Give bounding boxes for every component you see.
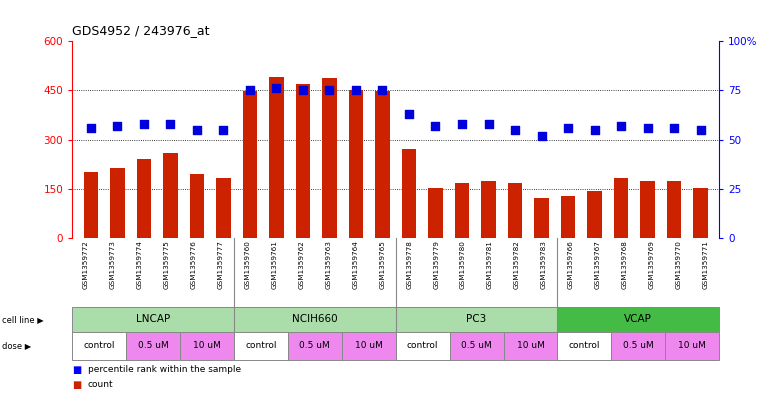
Point: [164, 121, 177, 127]
Text: GSM1359771: GSM1359771: [702, 240, 708, 288]
Text: ■: ■: [72, 380, 81, 389]
Point: [323, 87, 336, 94]
Bar: [295, 84, 310, 238]
Text: 10 uM: 10 uM: [678, 342, 706, 350]
Bar: [84, 172, 98, 238]
Text: LNCAP: LNCAP: [136, 314, 170, 324]
Text: GSM1359775: GSM1359775: [164, 240, 170, 288]
Bar: [640, 182, 655, 238]
Text: 0.5 uM: 0.5 uM: [461, 342, 492, 350]
Bar: [402, 149, 416, 238]
Text: GDS4952 / 243976_at: GDS4952 / 243976_at: [72, 24, 210, 37]
Bar: [534, 198, 549, 238]
Bar: [455, 183, 470, 238]
Text: GSM1359761: GSM1359761: [272, 240, 278, 288]
Bar: [243, 91, 257, 238]
Point: [297, 87, 309, 94]
Text: GSM1359763: GSM1359763: [326, 240, 331, 288]
Text: 0.5 uM: 0.5 uM: [300, 342, 330, 350]
Text: percentile rank within the sample: percentile rank within the sample: [88, 365, 240, 375]
Point: [695, 127, 707, 133]
Text: cell line ▶: cell line ▶: [2, 315, 43, 324]
Point: [615, 123, 627, 129]
Text: GSM1359780: GSM1359780: [460, 240, 466, 288]
Text: GSM1359766: GSM1359766: [568, 240, 574, 288]
Bar: [216, 178, 231, 238]
Text: VCAP: VCAP: [624, 314, 652, 324]
Text: GSM1359778: GSM1359778: [406, 240, 412, 288]
Text: GSM1359777: GSM1359777: [218, 240, 224, 288]
Bar: [587, 191, 602, 238]
Point: [111, 123, 123, 129]
Point: [536, 132, 548, 139]
Text: 10 uM: 10 uM: [355, 342, 383, 350]
Text: ■: ■: [72, 365, 81, 375]
Point: [350, 87, 362, 94]
Point: [244, 87, 256, 94]
Text: dose ▶: dose ▶: [2, 342, 30, 350]
Text: control: control: [84, 342, 115, 350]
Point: [482, 121, 495, 127]
Text: GSM1359782: GSM1359782: [514, 240, 520, 288]
Bar: [136, 158, 151, 238]
Bar: [269, 77, 284, 238]
Bar: [561, 196, 575, 238]
Bar: [189, 174, 204, 238]
Point: [138, 121, 150, 127]
Bar: [693, 188, 708, 238]
Text: GSM1359772: GSM1359772: [83, 240, 89, 288]
Bar: [322, 78, 336, 238]
Text: GSM1359779: GSM1359779: [433, 240, 439, 288]
Text: count: count: [88, 380, 113, 389]
Bar: [428, 188, 443, 238]
Point: [84, 125, 97, 131]
Text: GSM1359764: GSM1359764: [352, 240, 358, 288]
Point: [456, 121, 468, 127]
Text: GSM1359770: GSM1359770: [676, 240, 682, 288]
Bar: [614, 178, 629, 238]
Point: [429, 123, 441, 129]
Point: [403, 111, 415, 117]
Text: control: control: [407, 342, 438, 350]
Text: GSM1359765: GSM1359765: [379, 240, 385, 288]
Text: GSM1359768: GSM1359768: [622, 240, 628, 288]
Point: [642, 125, 654, 131]
Text: GSM1359783: GSM1359783: [541, 240, 547, 288]
Text: GSM1359773: GSM1359773: [110, 240, 116, 288]
Text: GSM1359776: GSM1359776: [190, 240, 196, 288]
Text: control: control: [245, 342, 277, 350]
Text: 10 uM: 10 uM: [517, 342, 544, 350]
Text: GSM1359762: GSM1359762: [298, 240, 304, 288]
Point: [588, 127, 600, 133]
Point: [509, 127, 521, 133]
Text: GSM1359760: GSM1359760: [244, 240, 250, 288]
Text: 0.5 uM: 0.5 uM: [623, 342, 654, 350]
Text: 0.5 uM: 0.5 uM: [138, 342, 168, 350]
Text: GSM1359769: GSM1359769: [649, 240, 654, 288]
Point: [668, 125, 680, 131]
Point: [218, 127, 230, 133]
Bar: [163, 153, 177, 238]
Point: [562, 125, 574, 131]
Point: [270, 85, 282, 92]
Text: control: control: [568, 342, 600, 350]
Point: [377, 87, 389, 94]
Bar: [481, 182, 496, 238]
Bar: [349, 90, 363, 238]
Text: PC3: PC3: [466, 314, 487, 324]
Bar: [110, 168, 125, 238]
Text: NCIH660: NCIH660: [292, 314, 338, 324]
Text: GSM1359774: GSM1359774: [137, 240, 142, 288]
Bar: [375, 91, 390, 238]
Text: GSM1359781: GSM1359781: [487, 240, 493, 288]
Point: [191, 127, 203, 133]
Text: GSM1359767: GSM1359767: [595, 240, 601, 288]
Bar: [667, 181, 681, 238]
Bar: [508, 183, 522, 238]
Text: 10 uM: 10 uM: [193, 342, 221, 350]
